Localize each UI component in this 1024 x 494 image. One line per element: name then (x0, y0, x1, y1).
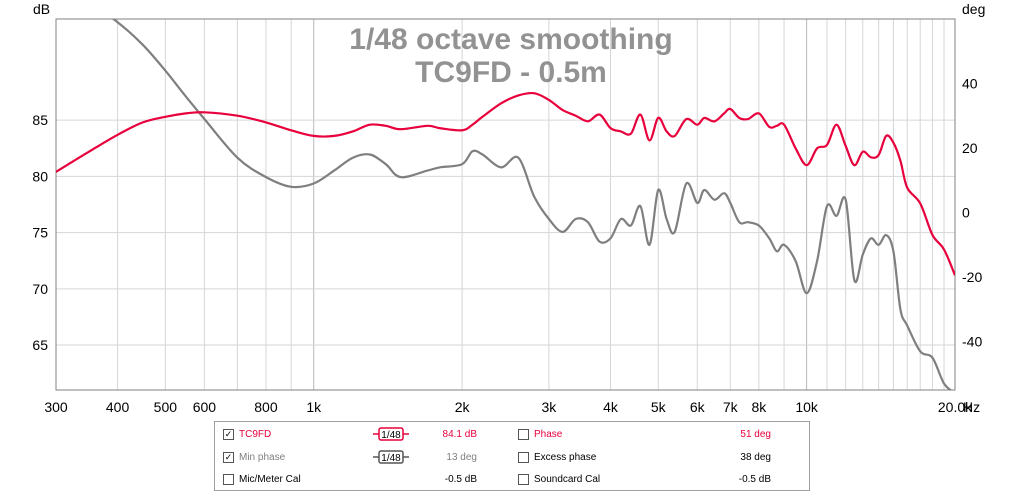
min-phase-checkbox[interactable]: ✓ (223, 452, 234, 463)
min-phase-label: Min phase (239, 452, 286, 463)
x-tick-label: 500 (154, 399, 178, 415)
x-tick-label: 5k (651, 399, 667, 415)
frequency-response-chart: 300 400 500 600 800 1k 2k 3k 4k 5k 6k 7k 8k 10k 20.0k6… (32, 1, 985, 415)
x-tick-label: 1k (306, 399, 322, 415)
phase-value: 51 deg (740, 429, 771, 440)
curves (56, 19, 955, 390)
phase-label: Phase (534, 429, 563, 440)
tc9fd-spl-curve (56, 91, 955, 276)
y2-tick-label: -40 (962, 334, 982, 350)
legend-row-tc9fd: ✓ TC9FD 1/48 84.1 dB Phase 51 deg (215, 423, 809, 445)
soundcard-cal-value: -0.5 dB (738, 474, 771, 485)
chart-title: 1/48 octave smoothing (349, 23, 672, 56)
y-axis-label: dB (33, 1, 50, 17)
min-phase-value: 13 deg (446, 452, 477, 463)
x-axis-label: Hz (963, 399, 980, 415)
plot-frame (55, 18, 956, 391)
legend-panel: ✓ TC9FD 1/48 84.1 dB Phase 51 deg ✓ Min … (214, 421, 810, 491)
soundcard-cal-label: Soundcard Cal (534, 474, 601, 485)
y-tick-label: 70 (32, 281, 48, 297)
min-phase-smoothing-indicator[interactable]: 1/48 (373, 450, 409, 464)
y2-tick-label: 0 (962, 205, 970, 221)
chart-titles: 1/48 octave smoothing TC9FD - 0.5m (349, 23, 672, 89)
tc9fd-value: 84.1 dB (442, 429, 477, 440)
excess-phase-label: Excess phase (534, 452, 597, 463)
y2-tick-label: -20 (962, 269, 982, 285)
excess-phase-value: 38 deg (740, 452, 771, 463)
mic-meter-cal-checkbox[interactable] (223, 474, 234, 485)
min-phase-curve (111, 19, 953, 390)
excess-phase-checkbox[interactable] (518, 452, 529, 463)
x-tick-label: 4k (603, 399, 619, 415)
y2-tick-label: 20 (962, 140, 978, 156)
mic-meter-cal-value: -0.5 dB (444, 474, 477, 485)
legend-row-min-phase: ✓ Min phase 1/48 13 deg Excess phase 38 … (215, 446, 809, 468)
y-tick-label: 65 (32, 337, 48, 353)
x-tick-label: 10k (795, 399, 819, 415)
x-tick-label: 600 (193, 399, 217, 415)
x-tick-label: 800 (254, 399, 278, 415)
x-tick-label: 6k (690, 399, 706, 415)
tick-labels: 300 400 500 600 800 1k 2k 3k 4k 5k 6k 7k 8k 10k 20.0k6… (32, 76, 982, 415)
x-tick-label: 400 (106, 399, 130, 415)
tc9fd-checkbox[interactable]: ✓ (223, 429, 234, 440)
y-tick-label: 75 (32, 225, 48, 241)
y2-tick-label: 40 (962, 76, 978, 92)
tc9fd-label: TC9FD (239, 429, 272, 440)
x-tick-label: 20.0k (938, 399, 973, 415)
x-tick-label: 300 (44, 399, 68, 415)
axes (55, 18, 956, 391)
mic-meter-cal-label: Mic/Meter Cal (239, 474, 301, 485)
chart-subtitle: TC9FD - 0.5m (415, 56, 607, 89)
legend-row-cal: Mic/Meter Cal -0.5 dB Soundcard Cal -0.5… (215, 468, 809, 490)
x-tick-label: 7k (723, 399, 739, 415)
tc9fd-smoothing-label: 1/48 (381, 430, 401, 441)
y-tick-label: 80 (32, 168, 48, 184)
soundcard-cal-checkbox[interactable] (518, 474, 529, 485)
y-tick-label: 85 (32, 112, 48, 128)
x-tick-label: 8k (751, 399, 767, 415)
x-tick-label: 3k (541, 399, 557, 415)
x-tick-label: 2k (455, 399, 471, 415)
phase-checkbox[interactable] (518, 429, 529, 440)
min-phase-smoothing-label: 1/48 (381, 453, 401, 464)
tc9fd-smoothing-indicator[interactable]: 1/48 (373, 427, 409, 441)
y2-axis-label: deg (962, 1, 985, 17)
